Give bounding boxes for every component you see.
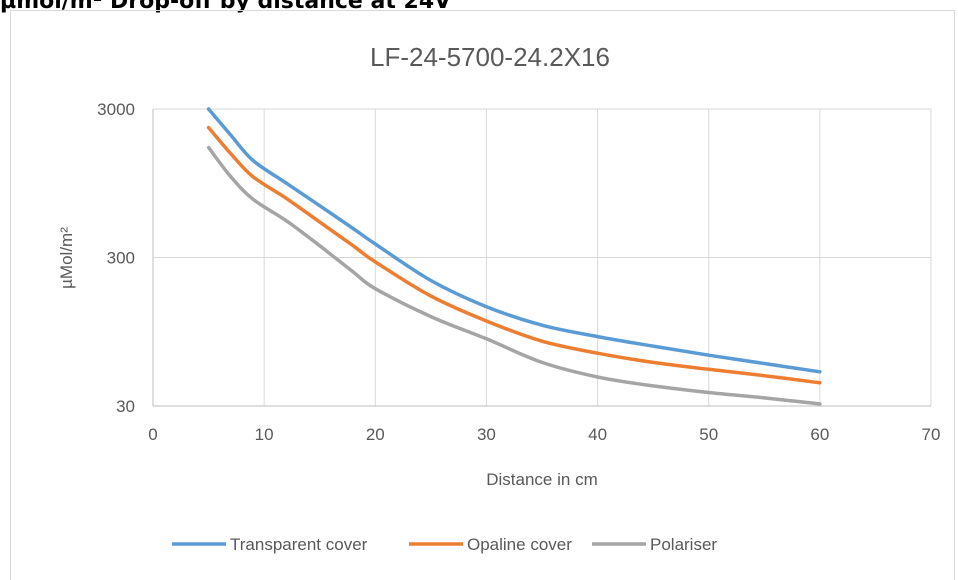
y-tick-label: 300 [107, 249, 135, 268]
legend: Transparent cover Opaline cover Polariser [172, 535, 717, 554]
y-tick-labels: 30 300 3000 [97, 100, 135, 416]
x-tick-label: 0 [148, 425, 157, 444]
x-tick-label: 50 [699, 425, 718, 444]
x-axis-label: Distance in cm [486, 470, 597, 489]
chart-frame [10, 10, 955, 580]
series-line-transparent-cover [206, 107, 822, 374]
x-tick-label: 30 [477, 425, 496, 444]
series-line-opaline-cover [206, 125, 822, 385]
x-tick-labels: 0 10 20 30 40 50 60 70 [148, 425, 940, 444]
legend-label-opaline-cover: Opaline cover [467, 535, 572, 554]
gridlines [153, 108, 932, 406]
y-tick-label: 3000 [97, 100, 135, 119]
chart-title: LF-24-5700-24.2X16 [370, 42, 610, 72]
x-tick-label: 60 [810, 425, 829, 444]
x-tick-label: 40 [588, 425, 607, 444]
series-lines [206, 107, 822, 406]
y-axis-label: µMol/m² [57, 227, 76, 289]
x-tick-label: 10 [255, 425, 274, 444]
legend-label-transparent-cover: Transparent cover [230, 535, 368, 554]
series-line-polariser [206, 145, 822, 406]
legend-label-polariser: Polariser [650, 535, 717, 554]
y-tick-label: 30 [116, 397, 135, 416]
x-tick-label: 70 [922, 425, 941, 444]
axes [152, 109, 931, 407]
x-tick-label: 20 [366, 425, 385, 444]
